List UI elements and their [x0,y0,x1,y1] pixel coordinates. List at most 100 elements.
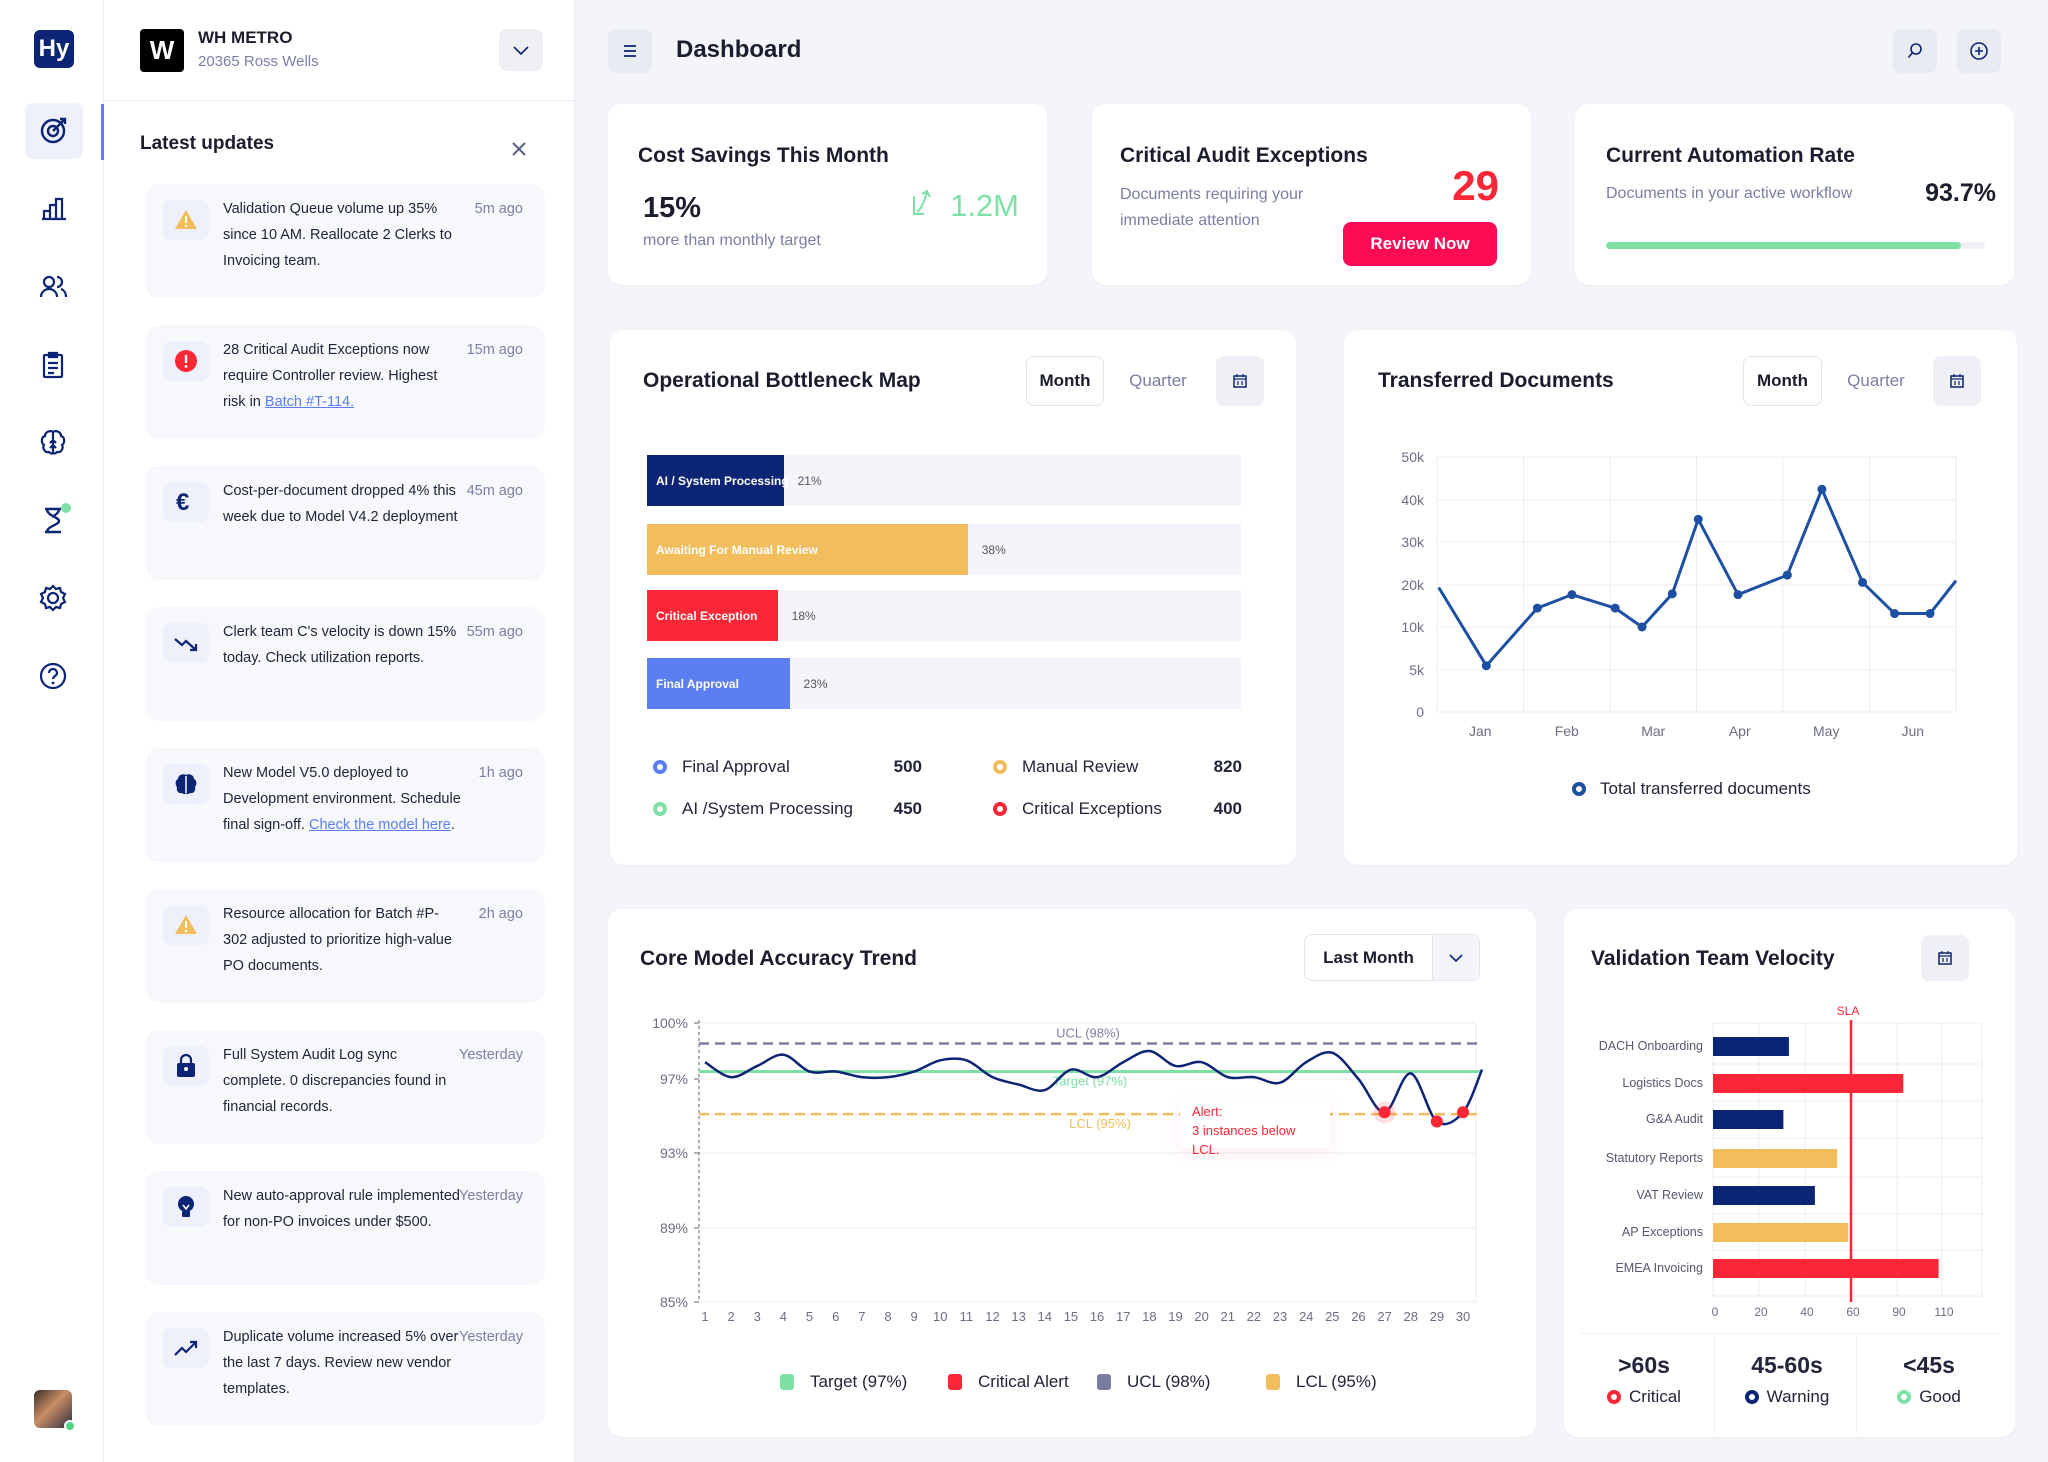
update-item[interactable]: Clerk team C's velocity is down 15% toda… [145,607,545,721]
velocity-bar[interactable] [1713,1223,1849,1242]
legend-value: 400 [1213,799,1242,818]
dropdown-toggle[interactable] [1433,935,1479,980]
velocity-bar[interactable] [1713,1074,1904,1093]
critical-alert-point[interactable] [1378,1106,1391,1119]
update-link[interactable]: Batch #T-114. [264,394,355,410]
sidebar-item-gear[interactable] [25,571,83,627]
x-tick-label: 5 [806,1309,813,1324]
sidebar-item-brain[interactable] [25,415,83,471]
update-message: New Model V5.0 deployed to Development e… [223,765,461,833]
euro-icon: € [176,489,189,515]
update-message: Clerk team C's velocity is down 15% toda… [223,624,457,666]
sidebar-item-help[interactable] [25,649,83,705]
legend-item: Critical Exceptions 400 [993,799,1242,819]
data-point[interactable] [1925,609,1935,619]
tab-quarter[interactable]: Quarter [1847,371,1905,390]
category-label: Statutory Reports [1606,1151,1703,1165]
x-tick-label: 12 [985,1309,999,1324]
sidebar-item-clipboard[interactable] [25,337,83,393]
sidebar-item-users[interactable] [25,259,83,315]
legend-swatch [780,1374,794,1390]
status-label: Good [1919,1387,1961,1406]
data-point[interactable] [1733,590,1743,600]
org-switcher-button[interactable] [499,29,543,71]
bar-track: Final Approval 23% [647,658,1241,709]
bar-awaiting-for-manual-review[interactable]: Awaiting For Manual Review [647,524,968,575]
data-point[interactable] [1858,577,1868,587]
update-link[interactable]: Check the model here [308,817,451,833]
alert-text: 3 instances below LCL. [1192,1123,1296,1157]
card-title: Current Automation Rate [1606,144,1855,167]
x-tick-label: 110 [1934,1305,1953,1319]
bar-ai-system-processing[interactable]: AI / System Processing [647,455,789,506]
add-button[interactable] [1957,29,2001,73]
velocity-bar[interactable] [1713,1110,1784,1129]
y-tick-label: 50k [1401,449,1425,465]
update-item[interactable]: Validation Queue volume up 35% since 10 … [145,184,545,298]
y-tick-label: 93% [660,1145,688,1161]
critical-alert-point[interactable] [1457,1106,1469,1119]
velocity-bar[interactable] [1713,1149,1838,1168]
sidebar-item-bar-chart[interactable] [25,181,83,237]
range-dropdown[interactable]: Last Month [1304,934,1480,981]
bar-chart-icon [42,197,66,221]
update-item[interactable]: Resource allocation for Batch #P-302 adj… [145,889,545,1003]
legend-label: Manual Review [1022,757,1139,776]
close-updates-button[interactable] [506,136,532,162]
search-button[interactable] [1893,29,1937,73]
clipboard-icon [42,351,64,379]
update-text: Validation Queue volume up 35% since 10 … [223,196,463,274]
data-point[interactable] [1637,622,1647,632]
velocity-bar[interactable] [1713,1037,1789,1056]
update-icon-box [163,1187,209,1227]
icon-rail: Hy [0,0,104,1462]
data-point[interactable] [1693,514,1703,524]
velocity-bar[interactable] [1713,1259,1939,1278]
velocity-bar[interactable] [1713,1186,1815,1205]
data-point[interactable] [1610,603,1620,613]
data-point[interactable] [1532,603,1542,613]
update-icon-box [163,764,209,804]
bar-critical-exception[interactable]: Critical Exception [647,590,778,641]
sidebar-item-target[interactable] [25,103,83,159]
calendar-button[interactable] [1933,356,1981,406]
category-label: VAT Review [1636,1188,1704,1202]
update-item[interactable]: New Model V5.0 deployed to Development e… [145,748,545,862]
bar-track: AI / System Processing 21% [647,455,1241,506]
update-item[interactable]: Full System Audit Log sync complete. 0 d… [145,1030,545,1144]
app-logo[interactable]: Hy [34,30,74,68]
menu-button[interactable] [608,29,652,73]
y-tick-label: 0 [1416,704,1424,720]
org-name: WH METRO [198,28,293,47]
critical-alert-point[interactable] [1430,1115,1443,1128]
data-point[interactable] [1667,589,1677,599]
update-item[interactable]: € Cost-per-document dropped 4% this week … [145,466,545,580]
plot-area [698,1022,1477,1303]
range-status: Critical [1574,1387,1714,1407]
tab-quarter[interactable]: Quarter [1129,371,1187,390]
x-tick-label: 7 [858,1309,865,1324]
legend-label: UCL (98%) [1127,1372,1211,1391]
data-point[interactable] [1890,609,1900,619]
sidebar-item-hourglass[interactable] [25,493,83,549]
calendar-button[interactable] [1921,935,1969,981]
data-point[interactable] [1817,484,1827,494]
calendar-button[interactable] [1216,356,1264,406]
org-address: 20365 Ross Wells [198,53,319,70]
update-item[interactable]: 28 Critical Audit Exceptions now require… [145,325,545,439]
tab-month[interactable]: Month [1026,356,1104,406]
update-item[interactable]: New auto-approval rule implemented for n… [145,1171,545,1285]
update-item[interactable]: Duplicate volume increased 5% over the l… [145,1312,545,1426]
data-point[interactable] [1567,590,1577,600]
bar-final-approval[interactable]: Final Approval [647,658,790,709]
user-avatar[interactable] [34,1390,76,1432]
review-now-button[interactable]: Review Now [1343,222,1497,266]
data-point[interactable] [1481,661,1491,671]
status-dot [1744,1390,1759,1404]
x-tick-label: Mar [1641,723,1665,739]
data-point[interactable] [1782,570,1792,580]
tab-month[interactable]: Month [1743,356,1822,406]
legend-item: Target (97%) [780,1372,907,1392]
lock-icon [177,1053,195,1077]
x-tick-label: 20 [1194,1309,1208,1324]
